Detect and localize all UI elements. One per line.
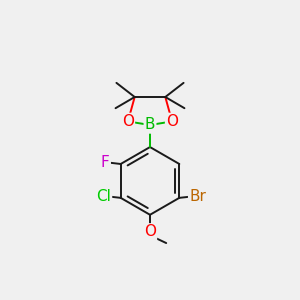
Text: O: O [122, 114, 134, 129]
Text: Cl: Cl [96, 189, 111, 204]
Text: B: B [145, 118, 155, 133]
Text: Br: Br [189, 189, 206, 204]
Text: O: O [166, 114, 178, 129]
Text: O: O [144, 224, 156, 239]
Text: F: F [101, 155, 110, 170]
